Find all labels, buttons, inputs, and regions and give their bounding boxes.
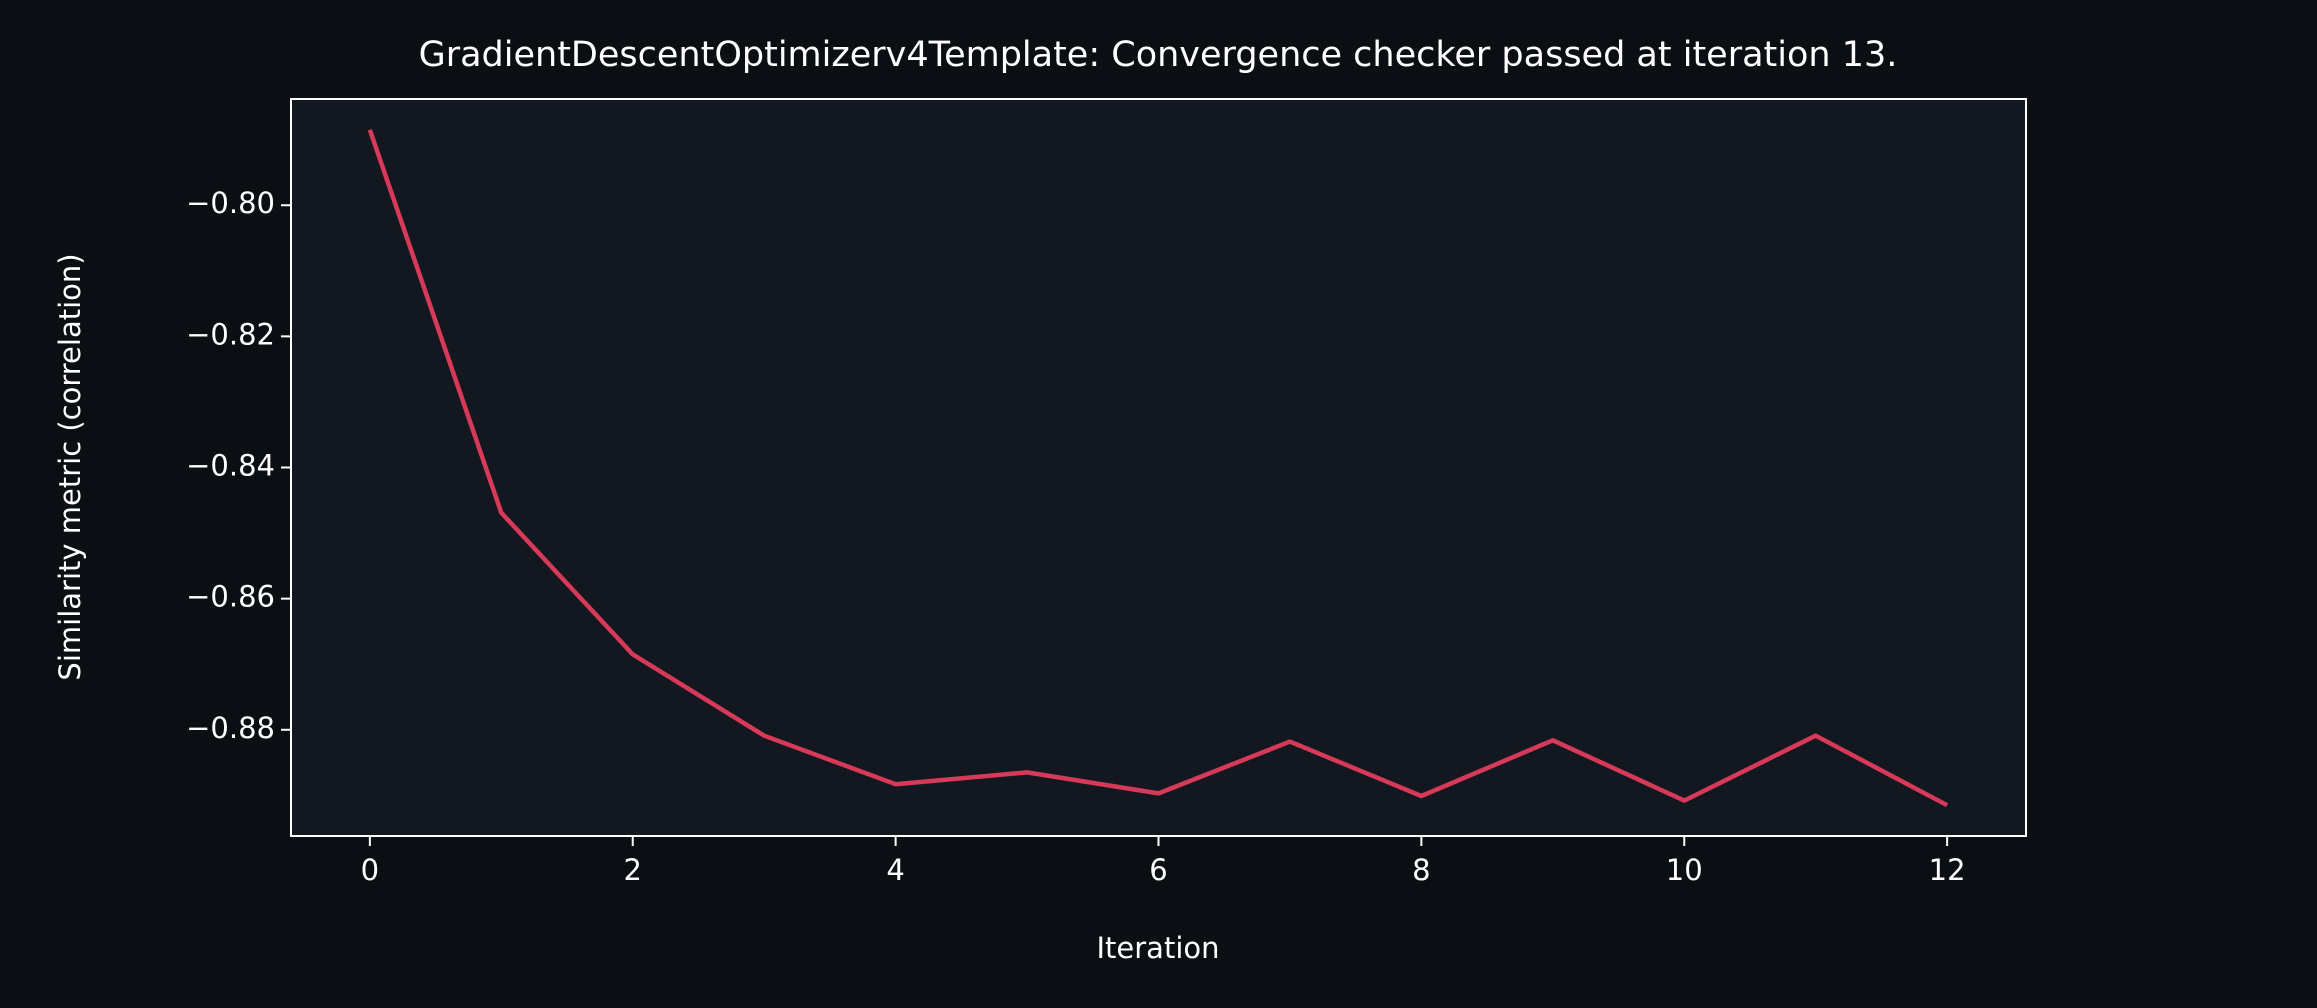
x-tick-label: 4 (886, 853, 904, 887)
x-tick-label: 8 (1412, 853, 1430, 887)
y-tick-label: −0.88 (186, 711, 275, 745)
y-tick-label: −0.86 (186, 580, 275, 614)
y-tick-label: −0.82 (186, 317, 275, 351)
x-tick-label: 6 (1149, 853, 1167, 887)
y-tick-label: −0.84 (186, 449, 275, 483)
x-axis-label: Iteration (1096, 931, 1219, 965)
line-series (367, 129, 1949, 808)
x-tick-label: 10 (1666, 853, 1703, 887)
chart-title: GradientDescentOptimizerv4Template: Conv… (419, 35, 1898, 75)
plot-frame (290, 98, 2027, 837)
y-tick-label: −0.80 (186, 186, 275, 220)
x-tick-label: 0 (361, 853, 379, 887)
x-tick-label: 12 (1929, 853, 1966, 887)
y-axis-label: Similarity metric (correlation) (53, 253, 87, 680)
x-tick-label: 2 (624, 853, 642, 887)
plot-area (291, 99, 2026, 836)
